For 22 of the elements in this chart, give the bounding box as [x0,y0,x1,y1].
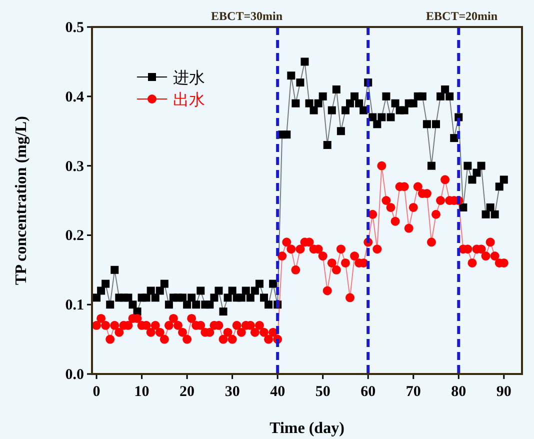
y-tick-label: 0.4 [65,89,84,106]
x-tick-label: 10 [134,384,150,400]
y-tick-label: 0.2 [65,228,84,244]
x-tick-label: 30 [224,384,240,400]
y-tick-label: 0.5 [65,20,84,36]
y-tick-label: 0.0 [65,367,84,383]
legend-label: 出水 [173,91,205,109]
y-tick-label: 0.3 [65,158,84,175]
legend-label: 进水 [173,69,205,87]
y-tick-label: 0.1 [65,298,84,314]
y-axis-title: TP concentration (mg/L) [13,116,30,285]
x-tick-label: 50 [315,384,330,400]
x-tick-label: 70 [406,384,421,400]
x-axis-title: Time (day) [270,420,344,437]
x-tick-label: 80 [451,384,466,400]
x-tick-label: 0 [92,384,100,400]
text: EBCT=30min [211,9,283,23]
x-tick-label: 20 [180,384,195,400]
x-tick-label: 60 [360,384,376,400]
text: EBCT=20min [426,9,498,23]
x-tick-label: 90 [496,384,512,400]
x-tick-label: 40 [270,384,286,400]
